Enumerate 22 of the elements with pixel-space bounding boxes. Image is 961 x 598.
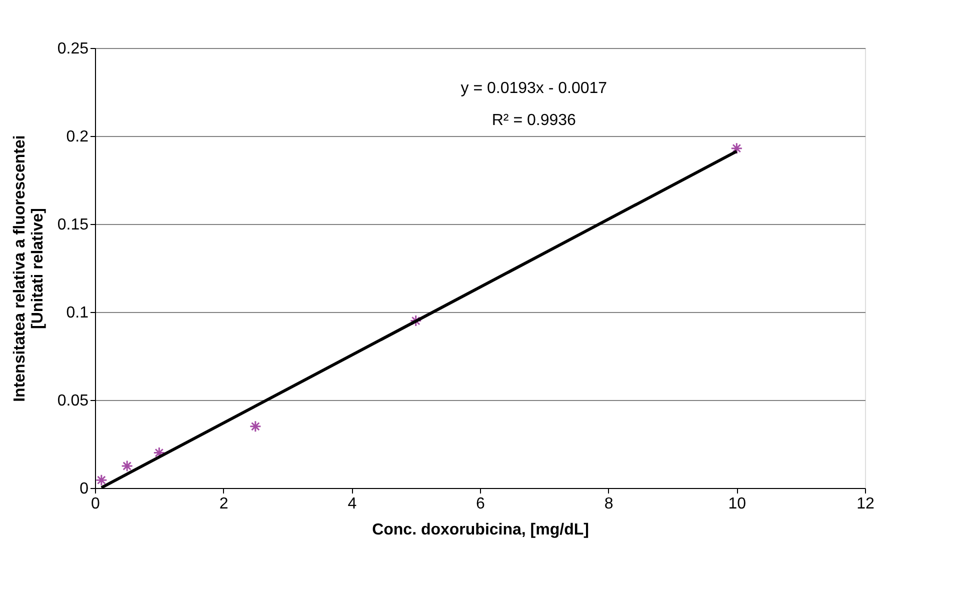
y-tick-label: 0.25 (57, 40, 89, 58)
x-tick-label: 2 (219, 496, 228, 512)
y-tick-label: 0 (80, 480, 89, 498)
annotation: R² = 0.9936 (492, 112, 576, 129)
x-tick-label: 4 (348, 496, 357, 512)
point (249, 420, 262, 432)
point (121, 460, 134, 472)
point (410, 314, 422, 327)
point (95, 474, 108, 486)
x-tick-label: 0 (91, 496, 100, 512)
y-tick-label: 0.05 (57, 392, 89, 410)
y-tick-label: 0.1 (66, 304, 89, 322)
x-tick-label: 6 (476, 496, 486, 512)
y-tick-label: 0.2 (66, 128, 89, 146)
x-tick-label: 10 (728, 496, 746, 512)
x-tick-label: 12 (856, 496, 874, 512)
y-axis-title: Intensitatea relativa a fluorescentei [Unitati relative] (11, 135, 46, 402)
point (730, 142, 743, 154)
y-tick-label: 0.15 (57, 216, 89, 234)
x-axis-title: Conc. doxorubicina, [mg/dL] (372, 522, 589, 538)
annotation: y = 0.0193x - 0.0017 (460, 80, 608, 97)
x-tick-label: 8 (604, 496, 614, 512)
